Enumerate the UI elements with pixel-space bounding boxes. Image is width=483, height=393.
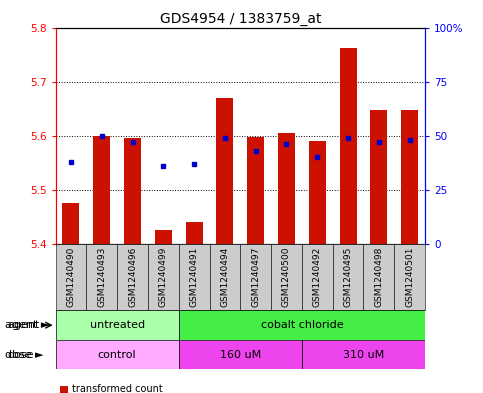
Text: GSM1240498: GSM1240498: [374, 247, 384, 307]
Bar: [340, 48, 356, 244]
FancyBboxPatch shape: [179, 340, 302, 369]
FancyBboxPatch shape: [148, 244, 179, 310]
FancyBboxPatch shape: [271, 244, 302, 310]
FancyBboxPatch shape: [240, 244, 271, 310]
FancyBboxPatch shape: [302, 244, 333, 310]
Text: GSM1240492: GSM1240492: [313, 247, 322, 307]
Text: dose ►: dose ►: [5, 350, 43, 360]
FancyBboxPatch shape: [56, 244, 86, 310]
Text: untreated: untreated: [89, 320, 145, 330]
Text: GSM1240491: GSM1240491: [190, 247, 199, 307]
Bar: [370, 110, 387, 244]
Text: transformed count: transformed count: [72, 384, 163, 393]
Text: agent: agent: [7, 320, 40, 330]
Bar: [185, 222, 202, 244]
Text: GSM1240493: GSM1240493: [97, 247, 106, 307]
Text: GSM1240495: GSM1240495: [343, 247, 353, 307]
Title: GDS4954 / 1383759_at: GDS4954 / 1383759_at: [159, 13, 321, 26]
Text: 310 uM: 310 uM: [343, 350, 384, 360]
FancyBboxPatch shape: [364, 244, 394, 310]
FancyBboxPatch shape: [210, 244, 240, 310]
Bar: [62, 203, 79, 244]
FancyBboxPatch shape: [117, 244, 148, 310]
FancyBboxPatch shape: [56, 340, 179, 369]
Text: GSM1240499: GSM1240499: [159, 247, 168, 307]
Text: GSM1240490: GSM1240490: [67, 247, 75, 307]
FancyBboxPatch shape: [179, 310, 425, 340]
Text: GSM1240497: GSM1240497: [251, 247, 260, 307]
Bar: [278, 133, 295, 244]
Bar: [216, 98, 233, 244]
Text: GSM1240494: GSM1240494: [220, 247, 229, 307]
FancyBboxPatch shape: [179, 244, 210, 310]
Bar: [124, 138, 141, 244]
Text: control: control: [98, 350, 136, 360]
FancyBboxPatch shape: [56, 310, 179, 340]
Bar: [93, 136, 110, 244]
Text: GSM1240496: GSM1240496: [128, 247, 137, 307]
Text: GSM1240501: GSM1240501: [405, 247, 414, 307]
FancyBboxPatch shape: [302, 340, 425, 369]
Bar: [155, 230, 172, 244]
Bar: [401, 110, 418, 244]
FancyBboxPatch shape: [394, 244, 425, 310]
Text: GSM1240500: GSM1240500: [282, 247, 291, 307]
Text: dose: dose: [7, 350, 34, 360]
FancyBboxPatch shape: [86, 244, 117, 310]
FancyBboxPatch shape: [333, 244, 364, 310]
Bar: [247, 137, 264, 244]
Text: cobalt chloride: cobalt chloride: [260, 320, 343, 330]
Bar: [309, 141, 326, 244]
Text: 160 uM: 160 uM: [220, 350, 261, 360]
Text: agent ►: agent ►: [5, 320, 49, 330]
